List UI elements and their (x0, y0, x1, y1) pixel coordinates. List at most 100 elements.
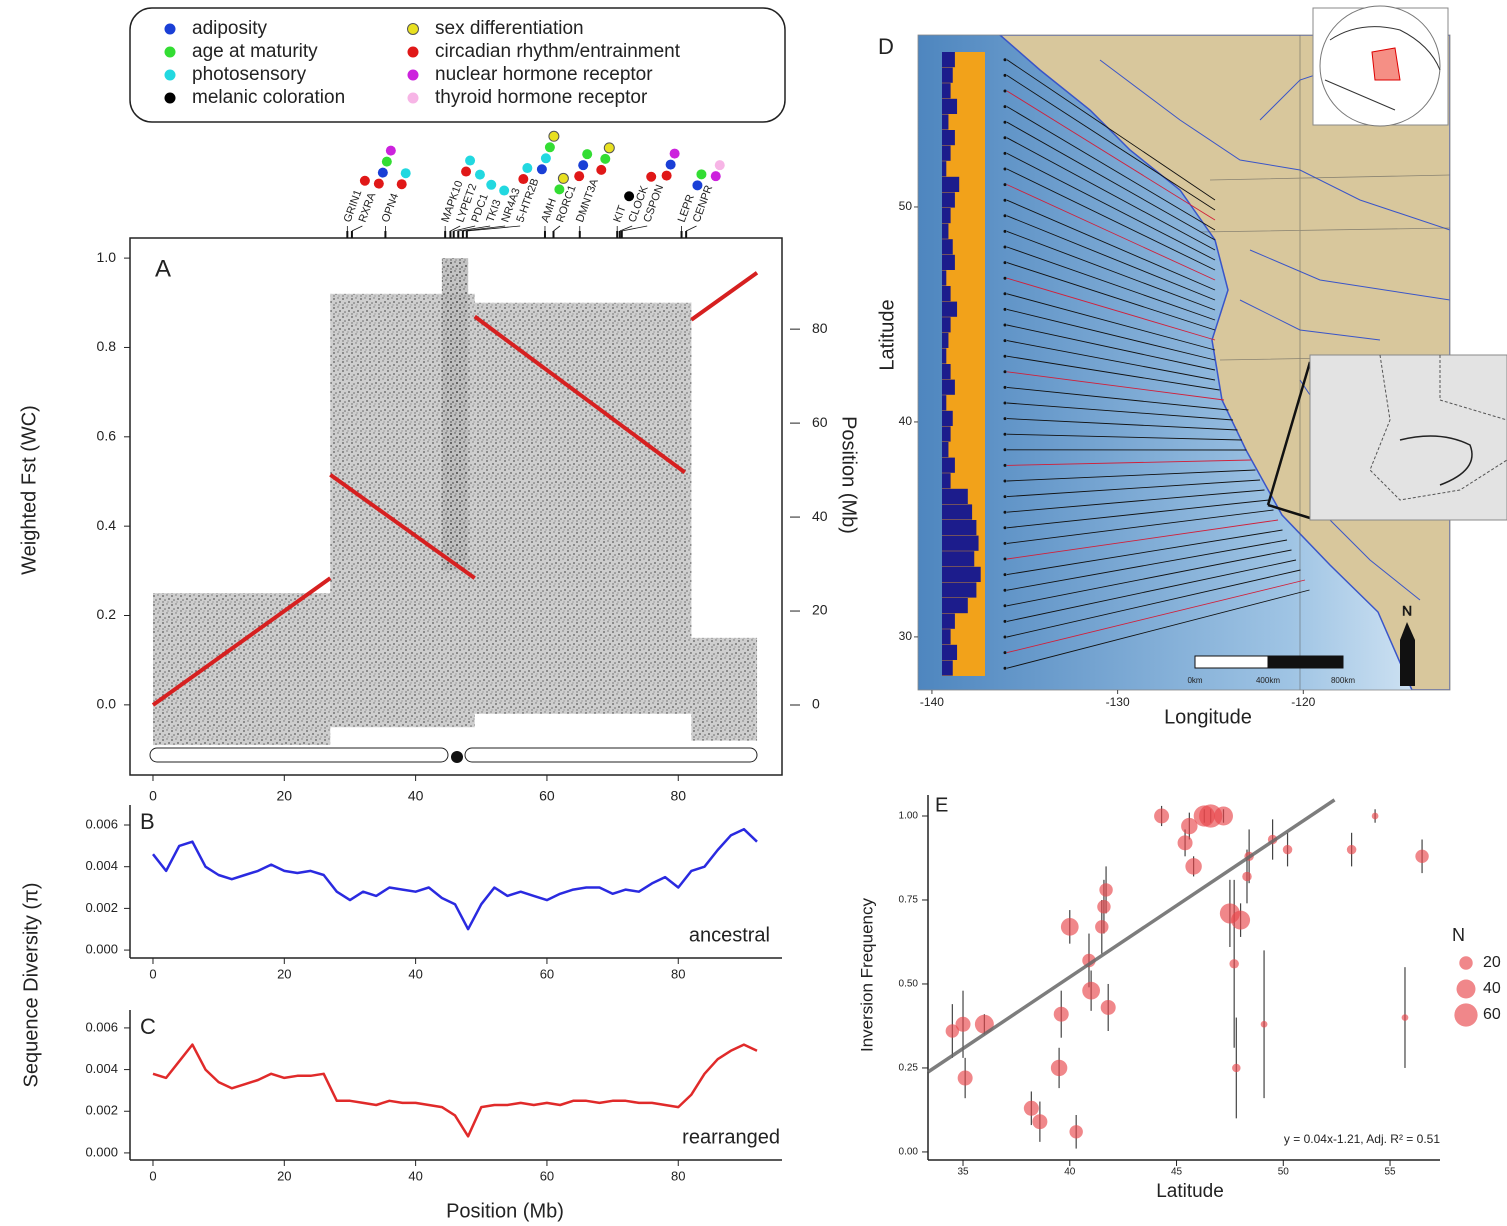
structure-bar (942, 146, 951, 161)
x-tick-label: 40 (408, 788, 424, 804)
size-legend-title: N (1452, 925, 1465, 945)
gene-category-dot (401, 168, 411, 178)
y-tick-label: 30 (899, 629, 913, 643)
structure-bar (942, 395, 946, 410)
gene-leader (352, 226, 362, 231)
structure-bar (942, 614, 955, 629)
y-tick-label: 40 (899, 414, 913, 428)
gene-category-dot (486, 180, 496, 190)
point (1214, 807, 1233, 826)
sample-dot (1004, 511, 1007, 514)
point (1185, 858, 1201, 874)
x-tick-label: 80 (671, 1168, 685, 1183)
y-tick-label: 0.000 (85, 942, 118, 957)
x-tick-label: 20 (277, 966, 291, 981)
gene-category-dot (578, 160, 588, 170)
y-tick-label: 0.4 (97, 517, 117, 533)
structure-bar (942, 239, 953, 254)
x-tick-label: 80 (671, 966, 685, 981)
panel-label: E (935, 794, 948, 816)
x-tick-label: 80 (670, 788, 686, 804)
legend-label: photosensory (192, 64, 307, 85)
point (1415, 850, 1428, 863)
y-axis-title: Inversion Frequency (857, 897, 876, 1052)
north-label: N (1402, 603, 1412, 619)
legend-label: thyroid hormone receptor (435, 87, 648, 108)
sample-dot (1004, 105, 1007, 108)
point (1231, 911, 1250, 930)
gene-category-dot (670, 149, 680, 159)
sample-dot (1004, 292, 1007, 295)
y-tick-label: 1.0 (97, 249, 117, 265)
scale-label: 400km (1256, 676, 1280, 685)
legend-swatch (165, 47, 176, 58)
point (956, 1017, 971, 1032)
gene-category-dot (397, 179, 407, 189)
structure-bar (942, 302, 957, 317)
gene-category-dot (518, 174, 528, 184)
sample-dot (1004, 324, 1007, 327)
y-tick-label: 0.004 (85, 1061, 118, 1076)
sample-dot (1004, 604, 1007, 607)
annotation: ancestral (689, 924, 770, 946)
structure-bar (942, 192, 955, 207)
structure-bar (942, 68, 953, 83)
sample-dot (1004, 261, 1007, 264)
sample-dot (1004, 433, 1007, 436)
gene-category-dot (378, 168, 388, 178)
point (1082, 982, 1100, 1000)
x-tick-label: 35 (957, 1167, 969, 1178)
centromere (451, 751, 463, 763)
gene-category-dot (545, 142, 555, 152)
point (1095, 920, 1108, 933)
fst-cloud (153, 593, 330, 745)
point (1032, 1114, 1047, 1129)
sample-dot (1004, 246, 1007, 249)
structure-bar (942, 161, 946, 176)
x-tick-label: -130 (1106, 695, 1130, 709)
sample-dot (1004, 636, 1007, 639)
panel-label: C (140, 1014, 156, 1039)
scale-label: 0km (1187, 676, 1202, 685)
structure-bar (942, 224, 948, 239)
x-tick-label: 60 (540, 966, 554, 981)
gene-category-dot (574, 171, 584, 181)
point (1178, 835, 1193, 850)
scale-label: 800km (1331, 676, 1355, 685)
sample-dot (1004, 74, 1007, 77)
point (1099, 883, 1112, 896)
sample-dot (1004, 386, 1007, 389)
sample-dot (1004, 370, 1007, 373)
diversity-line (153, 829, 757, 929)
structure-bar (942, 208, 951, 223)
structure-bar (942, 660, 953, 675)
y-tick-label: 0.00 (899, 1147, 919, 1158)
legend-swatch (165, 24, 176, 35)
sample-dot (1004, 58, 1007, 61)
sample-dot (1004, 573, 1007, 576)
structure-bar (942, 520, 976, 535)
sample-dot (1004, 183, 1007, 186)
structure-bar (942, 426, 951, 441)
sample-dot (1004, 339, 1007, 342)
x-tick-label: 0 (149, 1168, 156, 1183)
y-axis-title: Sequence Diversity (π) (20, 883, 42, 1088)
point (1402, 1014, 1409, 1021)
y-tick-label: 0.75 (899, 895, 919, 906)
sample-dot (1004, 230, 1007, 233)
y-axis-title: Latitude (876, 299, 898, 370)
point (1283, 845, 1292, 854)
x-axis-title: Position (Mb) (446, 1200, 564, 1222)
structure-bar (942, 130, 955, 145)
point (1229, 959, 1238, 968)
point (1242, 872, 1251, 881)
y2-tick-label: 20 (812, 602, 828, 618)
legend-label: nuclear hormone receptor (435, 64, 653, 85)
page: 0204060800.00.20.40.60.81.0020406080GRIN… (0, 0, 1507, 1226)
legend-label: sex differentiation (435, 18, 584, 39)
scale-bar (1268, 656, 1343, 668)
sample-dot (1004, 495, 1007, 498)
x-tick-label: -140 (920, 695, 944, 709)
gene-category-dot (596, 165, 606, 175)
sample-dot (1004, 152, 1007, 155)
